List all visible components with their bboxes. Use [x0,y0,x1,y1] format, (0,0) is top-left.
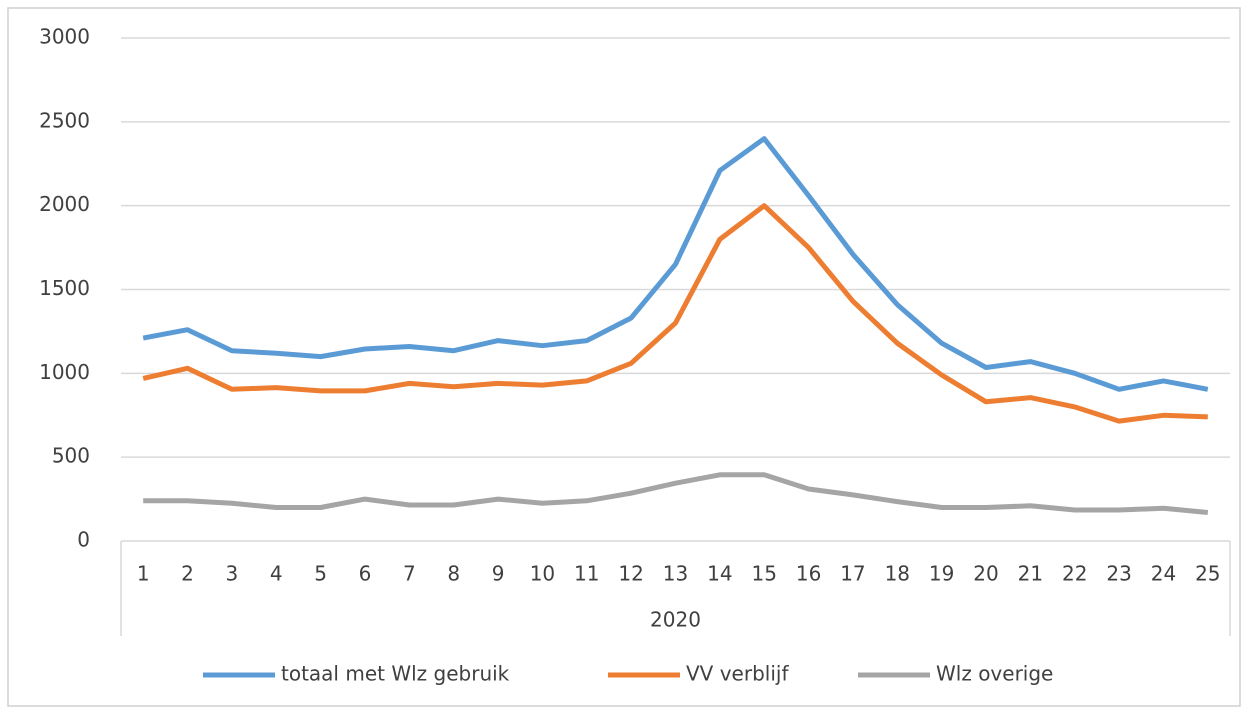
legend-label: Wlz overige [936,662,1053,686]
y-tick-label: 500 [52,444,90,468]
x-tick-label: 16 [796,562,821,586]
series-line [142,203,1208,424]
x-tick-label: 15 [751,562,776,586]
x-tick-label: 22 [1062,562,1087,586]
x-tick-label: 9 [492,562,505,586]
x-tick-label: 24 [1151,562,1176,586]
x-tick-label: 23 [1106,562,1131,586]
x-tick-label: 14 [707,562,732,586]
series-line [142,136,1209,392]
x-tick-label: 3 [226,562,239,586]
x-group-label: 2020 [650,608,701,632]
y-tick-label: 1000 [39,360,90,384]
x-tick-label: 18 [885,562,910,586]
x-tick-label: 12 [618,562,643,586]
legend-label: VV verblijf [686,662,789,686]
y-tick-label: 0 [77,528,90,552]
x-tick-label: 7 [403,562,416,586]
x-tick-label: 10 [530,562,555,586]
x-tick-label: 5 [314,562,327,586]
y-tick-label: 1500 [39,276,90,300]
x-tick-label: 1 [137,562,150,586]
series-line [143,472,1209,515]
chart-frame [7,7,1241,707]
legend-label: totaal met Wlz gebruik [281,662,510,686]
y-tick-label: 2000 [39,192,90,216]
x-tick-label: 4 [270,562,283,586]
x-tick-label: 19 [929,562,954,586]
x-tick-label: 21 [1018,562,1043,586]
x-tick-label: 13 [663,562,688,586]
x-tick-label: 6 [359,562,372,586]
x-tick-label: 8 [447,562,460,586]
x-tick-label: 17 [840,562,865,586]
y-tick-label: 3000 [39,25,90,49]
x-tick-label: 2 [181,562,194,586]
x-tick-label: 25 [1195,562,1220,586]
y-tick-label: 2500 [39,108,90,132]
x-tick-label: 11 [574,562,599,586]
x-tick-label: 20 [973,562,998,586]
